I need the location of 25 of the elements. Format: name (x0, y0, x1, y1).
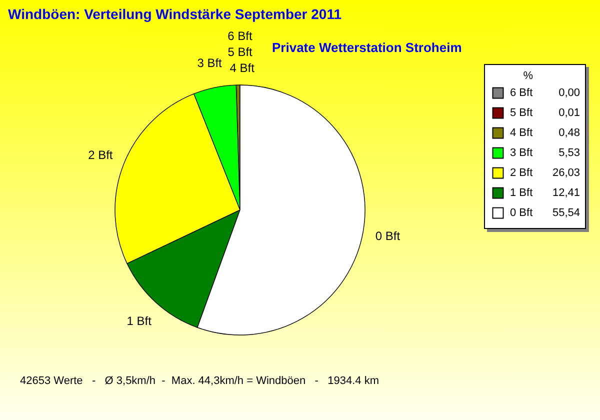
chart-subtitle: Private Wetterstation Stroheim (272, 40, 462, 55)
legend-label: 5 Bft (510, 107, 533, 119)
legend-label: 6 Bft (510, 87, 533, 99)
legend-label: 4 Bft (510, 127, 533, 139)
slice-label: 0 Bft (375, 228, 401, 243)
slice-label: 5 Bft (228, 45, 254, 59)
slice-label: 3 Bft (197, 56, 223, 70)
data-label: 55,54 (552, 207, 580, 219)
text: 0,00 (558, 87, 580, 99)
data-label: 0,01 (558, 107, 580, 119)
data-label: 12,41 (552, 187, 580, 199)
data-label: 26,03 (552, 167, 580, 179)
slice-label: 1 Bft (126, 314, 152, 328)
data-label: 0,48 (558, 127, 580, 139)
data-label: 5,53 (558, 147, 580, 159)
slice-label: 4 Bft (230, 61, 256, 76)
legend-label: 2 Bft (510, 167, 533, 179)
category-label: 6 Bft (228, 29, 252, 43)
legend-title: % (523, 70, 534, 82)
chart-title: Windböen: Verteilung Windstärke September 2011 (8, 6, 342, 22)
slice-label: 2 Bft (88, 148, 114, 162)
legend-label: 0 Bft (510, 207, 533, 219)
legend-label: 3 Bft (510, 147, 533, 159)
legend-label: 1 Bft (510, 187, 533, 199)
text: 42653 Werte - Ø 3,5km/h - Max. 44,3km/h = Windböen - 1934.4 km (20, 375, 379, 387)
